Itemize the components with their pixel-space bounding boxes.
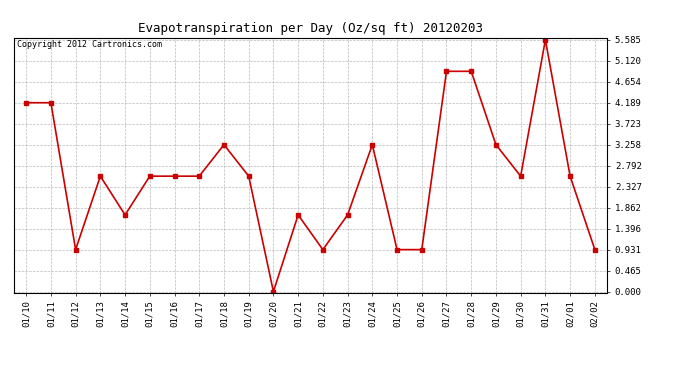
Text: Copyright 2012 Cartronics.com: Copyright 2012 Cartronics.com — [17, 40, 161, 49]
Title: Evapotranspiration per Day (Oz/sq ft) 20120203: Evapotranspiration per Day (Oz/sq ft) 20… — [138, 22, 483, 35]
